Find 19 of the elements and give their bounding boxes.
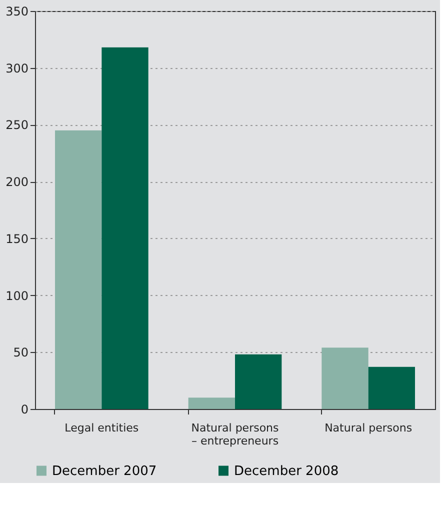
legend-label: December 2007 bbox=[52, 464, 157, 479]
bar bbox=[55, 130, 102, 409]
legend-label: December 2008 bbox=[234, 464, 339, 479]
y-tick-label: 300 bbox=[6, 61, 28, 76]
bar bbox=[235, 354, 282, 409]
bar bbox=[368, 366, 415, 409]
y-tick-label: 0 bbox=[20, 402, 28, 416]
x-tick-label: Natural persons – entrepreneurs bbox=[191, 422, 280, 448]
bar bbox=[102, 47, 148, 409]
y-tick-label: 150 bbox=[6, 232, 28, 246]
y-tick-label: 350 bbox=[6, 4, 28, 18]
y-tick-label: 50 bbox=[13, 346, 28, 360]
y-tick-label: 100 bbox=[6, 288, 28, 303]
x-tick-label: Legal entities bbox=[64, 422, 139, 434]
bar bbox=[188, 398, 235, 409]
bar bbox=[322, 348, 368, 409]
x-tick-label: Natural persons bbox=[324, 422, 412, 434]
y-tick-label: 250 bbox=[6, 118, 28, 132]
y-tick-label: 200 bbox=[6, 175, 28, 190]
